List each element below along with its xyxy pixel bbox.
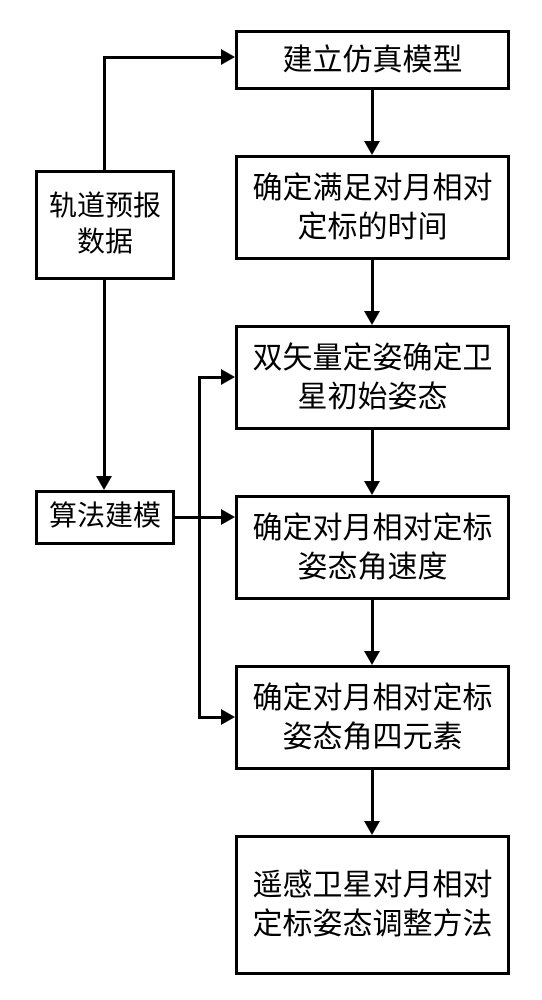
- arrow-head-icon: [96, 476, 112, 490]
- box-determine-time-label: 确定满足对月相对定标的时间: [246, 169, 499, 247]
- box-dual-vector-label: 双矢量定姿确定卫星初始姿态: [246, 339, 499, 417]
- box-build-model-label: 建立仿真模型: [283, 41, 463, 80]
- arrow-head-icon: [364, 311, 380, 325]
- box-angular-velocity-label: 确定对月相对定标姿态角速度: [246, 509, 499, 587]
- arrow-head-icon: [364, 481, 380, 495]
- flowchart-container: 轨道预报数据 建立仿真模型 确定满足对月相对定标的时间 双矢量定姿确定卫星初始姿…: [0, 0, 542, 1000]
- arrow-line: [198, 376, 201, 719]
- arrow-line: [371, 260, 374, 311]
- arrow-line: [103, 280, 106, 476]
- arrow-line: [371, 90, 374, 141]
- arrow-head-icon: [364, 141, 380, 155]
- box-build-model: 建立仿真模型: [235, 30, 510, 90]
- box-dual-vector: 双矢量定姿确定卫星初始姿态: [235, 325, 510, 430]
- box-quaternion: 确定对月相对定标姿态角四元素: [235, 665, 510, 770]
- arrow-line: [371, 600, 374, 651]
- box-orbit-data: 轨道预报数据: [35, 170, 175, 280]
- box-adjustment: 遥感卫星对月相对定标姿态调整方法: [235, 835, 510, 975]
- arrow-line: [103, 56, 106, 170]
- box-angular-velocity: 确定对月相对定标姿态角速度: [235, 495, 510, 600]
- arrow-head-icon: [364, 651, 380, 665]
- arrow-head-icon: [221, 369, 235, 385]
- arrow-line: [103, 56, 221, 59]
- arrow-head-icon: [221, 709, 235, 725]
- arrow-head-icon: [364, 821, 380, 835]
- arrow-head-icon: [221, 509, 235, 525]
- arrow-line: [371, 430, 374, 481]
- box-orbit-data-label: 轨道预报数据: [46, 189, 164, 262]
- arrow-head-icon: [221, 49, 235, 65]
- arrow-line: [198, 376, 221, 379]
- arrow-line: [198, 716, 221, 719]
- box-quaternion-label: 确定对月相对定标姿态角四元素: [246, 679, 499, 757]
- box-algorithm-label: 算法建模: [49, 499, 161, 535]
- arrow-line: [371, 770, 374, 821]
- box-algorithm: 算法建模: [35, 490, 175, 545]
- box-determine-time: 确定满足对月相对定标的时间: [235, 155, 510, 260]
- box-adjustment-label: 遥感卫星对月相对定标姿态调整方法: [246, 866, 499, 944]
